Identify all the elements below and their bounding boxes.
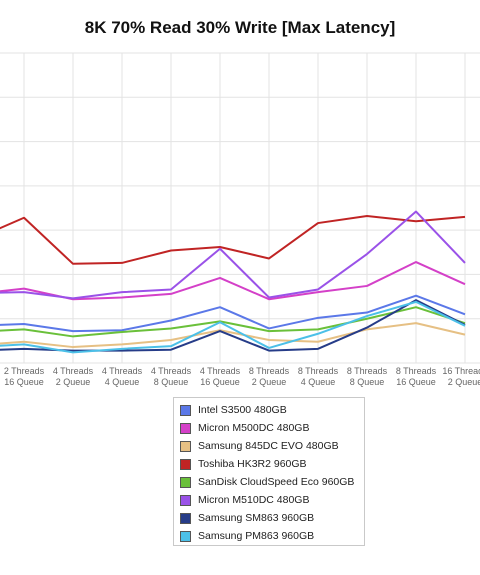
- legend-item[interactable]: Samsung PM863 960GB: [174, 527, 364, 545]
- legend: Intel S3500 480GB Micron M500DC 480GB Sams…: [173, 397, 365, 546]
- legend-label: Samsung SM863 960GB: [198, 512, 315, 524]
- series-line-5: [0, 210, 466, 300]
- legend-swatch: [180, 440, 191, 452]
- x-tick-label: 4 Threads 8 Queue: [151, 366, 192, 387]
- legend-label: Toshiba HK3R2 960GB: [198, 458, 307, 470]
- series-lines: [0, 210, 466, 354]
- legend-swatch: [180, 404, 191, 416]
- legend-label: Samsung PM863 960GB: [198, 530, 315, 542]
- x-tick-label: 4 Threads 16 Queue: [200, 366, 241, 387]
- series-line-1: [0, 261, 466, 301]
- legend-item[interactable]: Samsung 845DC EVO 480GB: [174, 437, 364, 455]
- legend-label: Micron M510DC 480GB: [198, 494, 310, 506]
- legend-label: SanDisk CloudSpeed Eco 960GB: [198, 476, 355, 488]
- chart-title: 8K 70% Read 30% Write [Max Latency]: [84, 18, 396, 37]
- legend-item[interactable]: Micron M510DC 480GB: [174, 491, 364, 509]
- legend-item[interactable]: Micron M500DC 480GB: [174, 419, 364, 437]
- legend-item[interactable]: SanDisk CloudSpeed Eco 960GB: [174, 473, 364, 491]
- legend-item[interactable]: Toshiba HK3R2 960GB: [174, 455, 364, 473]
- x-tick-label: 8 Threads 8 Queue: [347, 366, 388, 387]
- legend-swatch: [180, 476, 191, 488]
- legend-item[interactable]: Samsung SM863 960GB: [174, 509, 364, 527]
- legend-swatch: [180, 512, 191, 524]
- x-tick-label: 8 Threads 16 Queue: [396, 366, 437, 387]
- series-line-0: [0, 294, 466, 333]
- legend-swatch: [180, 458, 191, 470]
- x-tick-label: 4 Threads 2 Queue: [53, 366, 94, 387]
- x-tick-label: 8 Threads 2 Queue: [249, 366, 290, 387]
- series-line-7: [0, 300, 466, 354]
- x-tick-label: 2 Threads 16 Queue: [4, 366, 45, 387]
- legend-label: Micron M500DC 480GB: [198, 422, 310, 434]
- series-line-3: [0, 214, 466, 265]
- legend-item[interactable]: Intel S3500 480GB: [174, 401, 364, 419]
- x-tick-label: 4 Threads 4 Queue: [102, 366, 143, 387]
- legend-swatch: [180, 530, 191, 542]
- legend-label: Samsung 845DC EVO 480GB: [198, 440, 339, 452]
- legend-swatch: [180, 494, 191, 506]
- x-tick-label: 8 Threads 4 Queue: [298, 366, 339, 387]
- gridlines: [0, 52, 480, 364]
- legend-swatch: [180, 422, 191, 434]
- legend-label: Intel S3500 480GB: [198, 404, 287, 416]
